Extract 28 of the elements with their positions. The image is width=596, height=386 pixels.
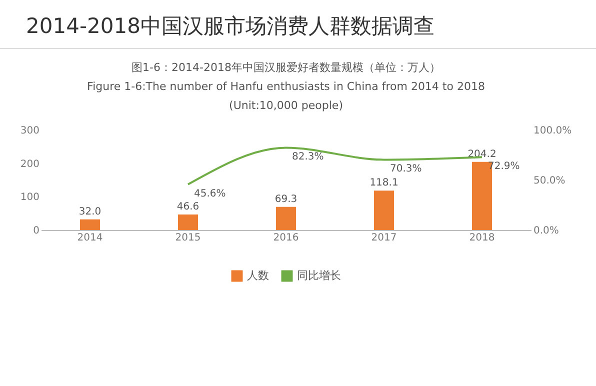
y-tick-label: 0: [33, 226, 40, 236]
x-tick-label: 2015: [175, 232, 201, 244]
x-tick-label: 2014: [77, 232, 103, 244]
y-tick-label: 100: [20, 192, 40, 204]
bar: [276, 206, 296, 230]
chart-subtitle: 图1-6：2014-2018年中国汉服爱好者数量规模（单位：万人） Figure 1-6:The number of Hanfu enthusiasts in China from 2014 to 2018 (Unit:10,000 people): [87, 61, 485, 112]
bar: [178, 214, 198, 230]
bar: [80, 219, 100, 230]
y2-tick-label: 50.0%: [534, 176, 566, 186]
data-label: 70.3%: [390, 164, 422, 175]
data-label: 69.3: [274, 194, 298, 205]
data-label: 45.6%: [194, 188, 226, 200]
data-label: 118.1: [370, 178, 398, 189]
y2-tick-label: 100.0%: [534, 126, 572, 136]
legend-label: 人数: [247, 269, 269, 282]
x-tick-label: 2018: [469, 232, 495, 244]
y-tick-label: 200: [20, 158, 40, 170]
data-label: 32.0: [78, 206, 102, 218]
y-tick-label: 300: [20, 126, 40, 136]
y2-tick-label: 0.0%: [534, 226, 559, 236]
bar: [374, 190, 394, 230]
chart-title: 2014-2018中国汉服市场消费人群数据调查: [0, 0, 596, 49]
x-tick-label: 2016: [273, 232, 299, 244]
x-tick-label: 2017: [371, 232, 397, 244]
data-label: 46.6: [176, 201, 200, 212]
legend-label: 同比增长: [297, 269, 341, 282]
data-label: 82.3%: [292, 152, 324, 163]
data-label: 204.2: [468, 148, 496, 160]
